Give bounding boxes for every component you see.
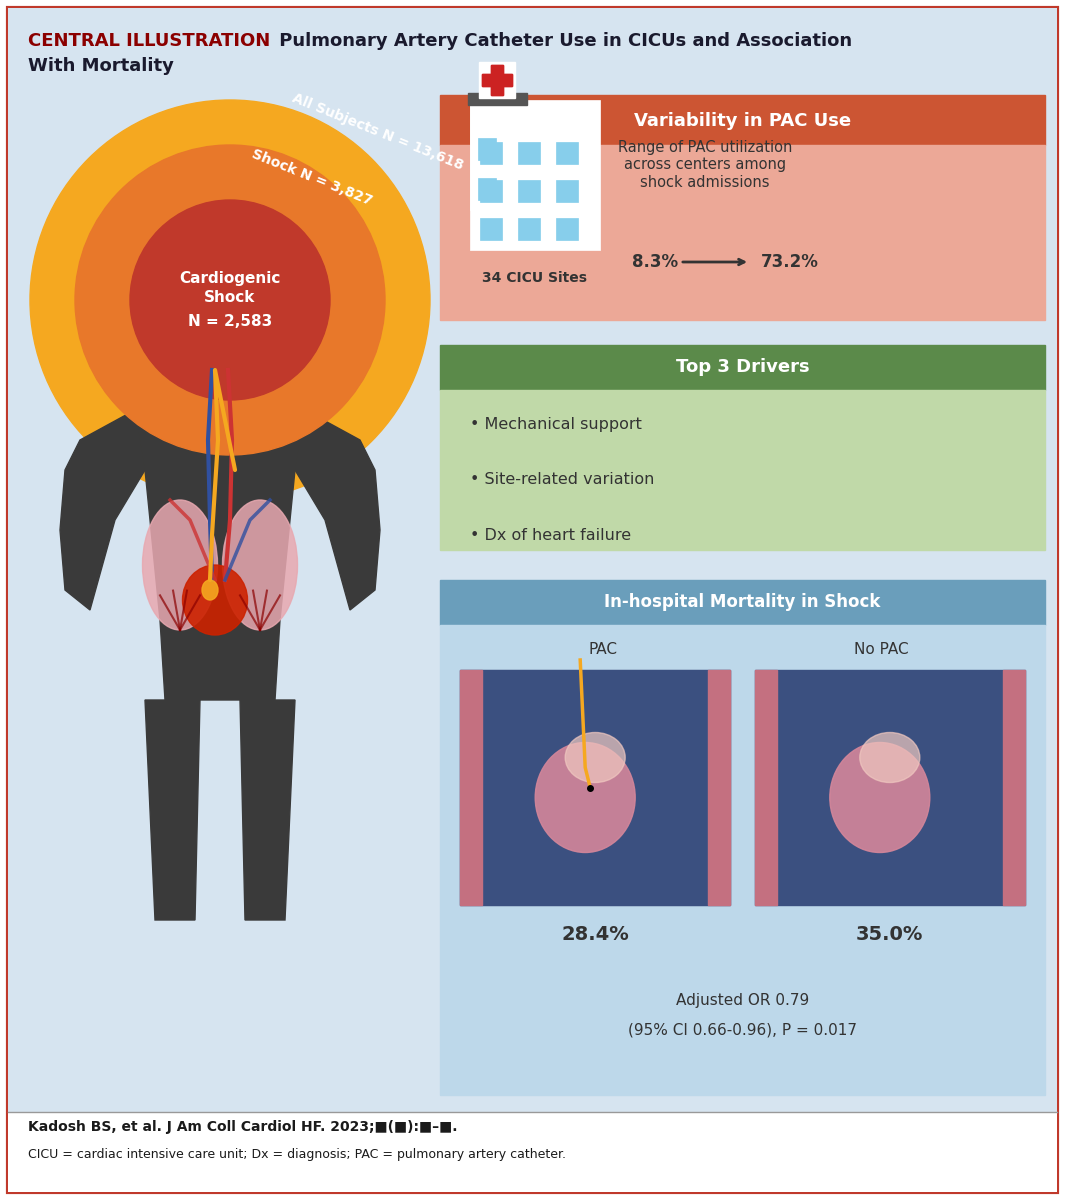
Ellipse shape xyxy=(536,743,635,852)
Bar xyxy=(440,625,1045,1094)
Text: 35.0%: 35.0% xyxy=(856,925,923,944)
Bar xyxy=(480,142,502,164)
Ellipse shape xyxy=(566,732,625,782)
Bar xyxy=(478,138,496,160)
Ellipse shape xyxy=(859,732,920,782)
Bar xyxy=(491,65,503,95)
Circle shape xyxy=(30,100,430,500)
Text: Top 3 Drivers: Top 3 Drivers xyxy=(675,358,809,376)
Text: No PAC: No PAC xyxy=(854,642,908,658)
Text: Shock N = 3,827: Shock N = 3,827 xyxy=(250,148,375,209)
Bar xyxy=(482,74,512,86)
Bar xyxy=(9,1112,1056,1192)
Bar xyxy=(518,218,540,240)
Polygon shape xyxy=(240,700,295,920)
Text: 28.4%: 28.4% xyxy=(561,925,629,944)
Polygon shape xyxy=(145,700,200,920)
Text: Variability in PAC Use: Variability in PAC Use xyxy=(634,112,851,130)
Circle shape xyxy=(75,145,386,455)
Text: CENTRAL ILLUSTRATION: CENTRAL ILLUSTRATION xyxy=(28,32,271,50)
Polygon shape xyxy=(202,370,237,400)
Bar xyxy=(755,670,776,905)
Text: In-hospital Mortality in Shock: In-hospital Mortality in Shock xyxy=(604,593,881,611)
Ellipse shape xyxy=(202,580,218,600)
Bar xyxy=(556,218,578,240)
Bar xyxy=(470,100,600,250)
Text: Cardiogenic: Cardiogenic xyxy=(179,270,281,286)
Bar xyxy=(468,92,527,104)
Polygon shape xyxy=(60,410,145,610)
Text: • Mechanical support: • Mechanical support xyxy=(470,418,642,432)
Bar xyxy=(482,74,512,86)
Ellipse shape xyxy=(180,284,260,374)
Text: CICU = cardiac intensive care unit; Dx = diagnosis; PAC = pulmonary artery cathe: CICU = cardiac intensive care unit; Dx =… xyxy=(28,1148,566,1162)
Bar xyxy=(9,8,1056,85)
Bar xyxy=(440,346,1045,390)
Text: All Subjects N = 13,618: All Subjects N = 13,618 xyxy=(290,91,465,173)
Bar xyxy=(470,100,525,210)
Text: Shock: Shock xyxy=(204,290,256,306)
Text: Range of PAC utilization
across centers among
shock admissions: Range of PAC utilization across centers … xyxy=(618,140,792,190)
Bar xyxy=(9,85,1056,1112)
Bar xyxy=(1003,670,1025,905)
Bar xyxy=(708,670,731,905)
Bar xyxy=(479,62,515,98)
Text: PAC: PAC xyxy=(589,642,618,658)
Bar xyxy=(480,180,502,202)
Text: • Site-related variation: • Site-related variation xyxy=(470,473,654,487)
Circle shape xyxy=(130,200,330,400)
Text: Kadosh BS, et al. J Am Coll Cardiol HF. 2023;■(■):■–■.: Kadosh BS, et al. J Am Coll Cardiol HF. … xyxy=(28,1120,458,1134)
Ellipse shape xyxy=(223,500,297,630)
Text: Pulmonary Artery Catheter Use in CICUs and Association: Pulmonary Artery Catheter Use in CICUs a… xyxy=(273,32,852,50)
Bar xyxy=(478,178,496,200)
Bar xyxy=(491,65,503,95)
Text: 34 CICU Sites: 34 CICU Sites xyxy=(482,271,588,284)
Bar xyxy=(480,218,502,240)
Bar xyxy=(440,580,1045,625)
Ellipse shape xyxy=(143,500,217,630)
Bar xyxy=(556,180,578,202)
Text: 8.3%: 8.3% xyxy=(632,253,678,271)
Text: (95% CI 0.66-0.96), P = 0.017: (95% CI 0.66-0.96), P = 0.017 xyxy=(628,1022,857,1038)
Bar xyxy=(440,145,1045,320)
Text: N = 2,583: N = 2,583 xyxy=(187,314,273,330)
Text: 73.2%: 73.2% xyxy=(761,253,819,271)
Bar xyxy=(518,180,540,202)
Bar xyxy=(460,670,731,905)
Ellipse shape xyxy=(830,743,930,852)
Polygon shape xyxy=(295,410,380,610)
Bar xyxy=(440,390,1045,550)
Text: With Mortality: With Mortality xyxy=(28,56,174,74)
Ellipse shape xyxy=(182,565,247,635)
Bar xyxy=(518,142,540,164)
Bar xyxy=(440,95,1045,145)
Polygon shape xyxy=(135,410,305,700)
Text: Adjusted OR 0.79: Adjusted OR 0.79 xyxy=(676,992,809,1008)
Bar xyxy=(460,670,731,905)
Bar xyxy=(460,670,482,905)
Bar xyxy=(556,142,578,164)
Bar xyxy=(755,670,1025,905)
Text: • Dx of heart failure: • Dx of heart failure xyxy=(470,528,632,542)
